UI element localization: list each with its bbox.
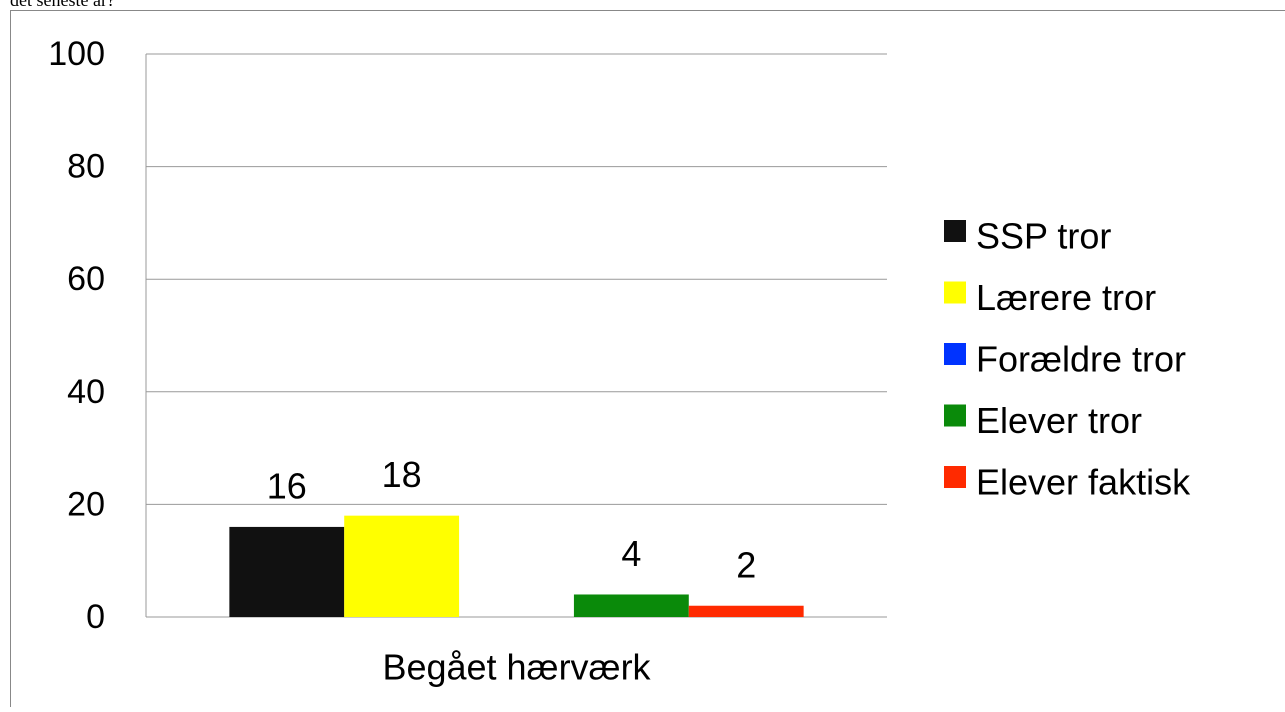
- legend-swatch: [944, 343, 966, 365]
- legend-label: Elever tror: [976, 400, 1142, 441]
- data-label: 18: [382, 454, 422, 495]
- bar: [344, 516, 459, 617]
- y-tick-label: 0: [86, 598, 105, 636]
- chart-title: det seneste år?: [10, 0, 115, 10]
- data-label: 2: [736, 544, 756, 585]
- bar: [689, 606, 804, 617]
- legend-swatch: [944, 405, 966, 427]
- x-tick-label: Begået hærværk: [382, 647, 651, 688]
- legend-label: Forældre tror: [976, 339, 1186, 380]
- data-label: 16: [267, 465, 307, 506]
- y-tick-label: 80: [67, 148, 105, 186]
- legend-label: Elever faktisk: [976, 462, 1191, 503]
- legend-swatch: [944, 282, 966, 304]
- bar: [574, 594, 689, 617]
- y-tick-label: 100: [48, 35, 105, 73]
- y-tick-label: 60: [67, 260, 105, 298]
- y-tick-label: 20: [67, 485, 105, 523]
- bar: [229, 527, 344, 617]
- legend-swatch: [944, 466, 966, 488]
- legend-swatch: [944, 220, 966, 242]
- legend-label: SSP tror: [976, 216, 1111, 257]
- legend-label: Lærere tror: [976, 277, 1156, 318]
- data-label: 4: [621, 533, 641, 574]
- y-tick-label: 40: [67, 373, 105, 411]
